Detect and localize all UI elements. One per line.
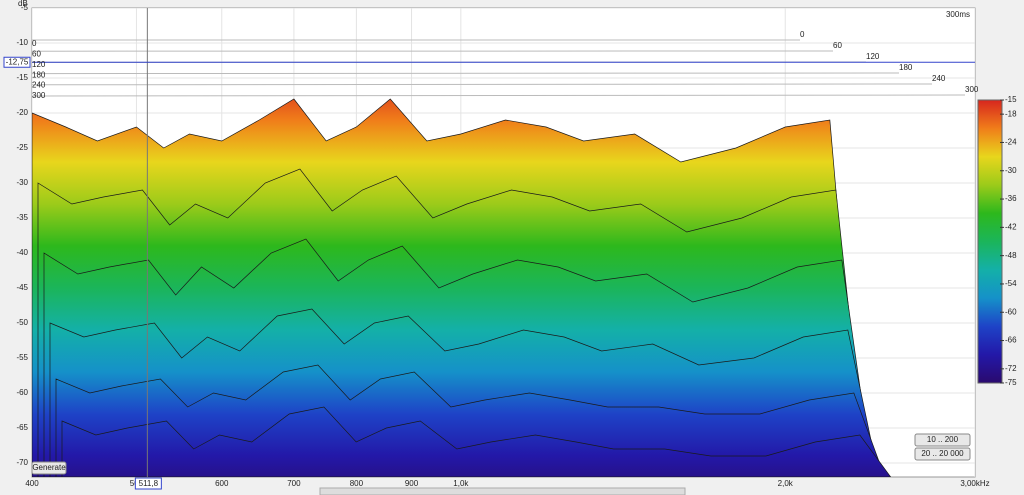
colorbar-label: -60: [1005, 307, 1017, 316]
colorbar-label: -18: [1005, 109, 1017, 118]
colorbar-label: -24: [1005, 138, 1017, 147]
y-tick-label: -15: [16, 73, 28, 82]
y-tick-label: -45: [16, 283, 28, 292]
colorbar-label: -54: [1005, 279, 1017, 288]
x-tick-label: 2,0k: [778, 479, 794, 488]
button-label: 20 .. 20 000: [921, 449, 964, 458]
colorbar-label: -36: [1005, 194, 1017, 203]
button-frame: [31, 461, 67, 475]
x-tick-label: 800: [350, 479, 364, 488]
cursor-label: -12,75: [6, 57, 29, 66]
button-label: Generate: [32, 463, 66, 472]
time-axis-line: [32, 72, 900, 75]
y-axis-label: dB: [18, 0, 28, 8]
y-tick-label: -5: [21, 3, 29, 12]
x-tick-label: 400: [25, 479, 39, 488]
waterfall-slice: [61, 406, 892, 477]
button-label: 10 .. 200: [927, 435, 959, 444]
y-tick-label: -20: [16, 108, 28, 117]
y-tick-label: -60: [16, 388, 28, 397]
time-label: 300ms: [946, 10, 970, 19]
button-frame: [914, 447, 971, 461]
colorbar-label: -66: [1005, 336, 1017, 345]
colorbar-label: -48: [1005, 251, 1017, 260]
y-tick-label: -65: [16, 423, 28, 432]
time-tick-label: 60: [833, 41, 842, 50]
time-tick-label: 0: [800, 30, 805, 39]
y-tick-label: -10: [16, 38, 28, 47]
colorbar-label: -75: [1005, 378, 1017, 387]
scrollbar[interactable]: [319, 487, 686, 495]
button[interactable]: 10 .. 200: [914, 433, 971, 447]
x-tick-label: 600: [215, 479, 229, 488]
y-tick-label: -55: [16, 353, 28, 362]
y-tick-label: -25: [16, 143, 28, 152]
cursor-box: [134, 477, 162, 490]
time-tick-label: 120: [32, 60, 46, 69]
time-tick-label: 180: [899, 63, 913, 72]
colorbar-label: -30: [1005, 166, 1017, 175]
time-tick-label: 180: [32, 70, 46, 79]
cursor-label: 511,8: [139, 479, 159, 488]
y-tick-label: -30: [16, 178, 28, 187]
button-frame: [914, 433, 971, 447]
x-tick-label: 1,0k: [453, 479, 469, 488]
colorbar-label: -42: [1005, 222, 1017, 231]
y-tick-label: -35: [16, 213, 28, 222]
cursor-box: [3, 56, 31, 68]
button[interactable]: Generate: [31, 461, 67, 475]
x-tick-label: 3,00kHz: [960, 479, 989, 488]
x-tick-label: 700: [287, 479, 301, 488]
colorbar-label: -15: [1005, 95, 1017, 104]
time-tick-label: 120: [866, 52, 880, 61]
time-tick-label: 240: [32, 81, 46, 90]
time-axis-line: [32, 94, 966, 97]
time-axis-line: [32, 83, 933, 86]
colorbar: [977, 99, 1003, 384]
y-tick-label: -40: [16, 248, 28, 257]
time-tick-label: 300: [965, 85, 979, 94]
x-tick-label: 900: [405, 479, 419, 488]
button[interactable]: 20 .. 20 000: [914, 447, 971, 461]
time-tick-label: 60: [32, 50, 41, 59]
time-tick-label: 300: [32, 91, 46, 100]
y-tick-label: -70: [16, 458, 28, 467]
y-tick-label: -50: [16, 318, 28, 327]
colorbar-label: -72: [1005, 364, 1017, 373]
time-tick-label: 0: [32, 39, 37, 48]
time-tick-label: 240: [932, 74, 946, 83]
